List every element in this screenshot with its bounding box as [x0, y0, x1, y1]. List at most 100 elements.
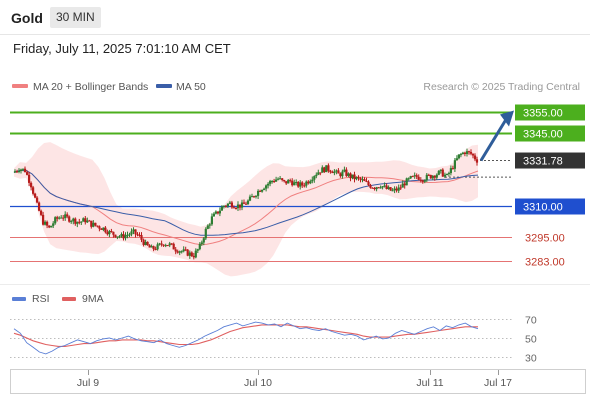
- candle-body: [182, 249, 185, 252]
- candle-body: [240, 202, 244, 208]
- candle-body: [17, 171, 21, 172]
- timeframe-badge[interactable]: 30 MIN: [50, 7, 101, 28]
- rsi-line: [13, 321, 479, 355]
- datetime-label: Friday, July 11, 2025 7:01:10 AM CET: [13, 41, 231, 56]
- candle-body: [271, 181, 274, 182]
- candle-body: [32, 187, 35, 194]
- candle-body: [160, 243, 163, 245]
- bollinger-band-area: [14, 142, 478, 277]
- candle-body: [42, 214, 45, 225]
- candle-body: [130, 231, 133, 235]
- candle-body: [433, 175, 436, 178]
- candle-body: [425, 174, 428, 181]
- candle-body: [138, 234, 141, 236]
- candle-body: [190, 252, 193, 256]
- candle-body: [176, 251, 179, 253]
- candle-body: [321, 167, 324, 173]
- candle-body: [359, 178, 362, 180]
- candle-body: [263, 188, 266, 190]
- candle-body: [96, 225, 99, 227]
- candle-body: [34, 193, 37, 198]
- candle-body: [150, 246, 153, 248]
- candle-body: [146, 241, 149, 246]
- rsi-legend: RSI 9MA: [12, 293, 104, 305]
- candle-body: [188, 252, 191, 256]
- projection-arrow-head: [500, 110, 514, 127]
- candle-body: [391, 190, 394, 192]
- candle-body: [114, 234, 117, 238]
- candle-body: [275, 179, 278, 182]
- candle-body: [140, 235, 143, 240]
- candle-body: [132, 229, 135, 232]
- candle-body: [319, 172, 322, 174]
- moving-averages: [13, 169, 479, 246]
- candle-body: [174, 249, 177, 252]
- candle-body: [104, 227, 107, 233]
- candle-body: [307, 181, 310, 184]
- support-1-label: 3295.00: [525, 233, 565, 245]
- candle-body: [327, 165, 330, 171]
- candle-body: [180, 251, 183, 253]
- x-tick-label: Jul 10: [244, 377, 272, 389]
- candle-body: [200, 242, 203, 245]
- candle-body: [186, 249, 189, 256]
- candle-body: [23, 168, 27, 172]
- candle-body: [375, 187, 378, 190]
- rsi-legend-swatch: [12, 297, 26, 301]
- projection-arrow: [479, 110, 514, 162]
- candle-body: [273, 181, 276, 182]
- candle-body: [329, 170, 332, 173]
- last-price-label: 3331.78: [523, 156, 563, 168]
- candle-body: [122, 234, 125, 239]
- x-tick-label: Jul 17: [484, 377, 512, 389]
- candle-body: [230, 202, 233, 208]
- rsi-legend-label: RSI: [32, 293, 50, 305]
- candle-body: [337, 170, 340, 174]
- candle-body: [461, 152, 464, 154]
- candle-body: [395, 188, 398, 191]
- candle-body: [156, 244, 159, 250]
- candle-body: [254, 195, 258, 197]
- candle-body: [291, 180, 294, 186]
- resistance-1-label: 3345.00: [523, 129, 563, 141]
- candle-body: [248, 196, 252, 201]
- candle-body: [196, 249, 199, 251]
- candle-body: [367, 181, 370, 186]
- candle-body: [297, 182, 300, 187]
- candle-body: [90, 220, 93, 227]
- projection-arrow-shaft: [479, 118, 508, 162]
- candle-body: [228, 202, 231, 204]
- candle-body: [80, 221, 83, 223]
- candle-body: [313, 176, 316, 180]
- candle-body: [62, 217, 65, 219]
- candle-body: [48, 225, 51, 228]
- candle-body: [305, 181, 308, 186]
- candle-body: [134, 229, 137, 235]
- candle-body: [72, 218, 75, 222]
- candle-body: [212, 213, 215, 217]
- pivot-tag: [515, 198, 585, 215]
- candle-body: [295, 182, 298, 183]
- candle-body: [283, 180, 286, 182]
- candle-body: [68, 216, 71, 222]
- candle-body: [287, 180, 290, 184]
- candle-body: [168, 243, 171, 246]
- candle-body: [56, 217, 59, 219]
- candle-body: [467, 151, 471, 153]
- candle-body: [52, 223, 55, 226]
- candle-body: [399, 187, 402, 189]
- candle-body: [431, 175, 434, 179]
- candle-body: [363, 179, 366, 181]
- candle-body: [409, 176, 412, 179]
- candle-body: [21, 168, 25, 170]
- candle-body: [15, 171, 19, 173]
- candle-body: [415, 175, 418, 177]
- candle-body: [26, 172, 29, 175]
- candle-body: [108, 231, 111, 235]
- candle-body: [383, 185, 386, 187]
- candle-body: [70, 221, 73, 223]
- candle-body: [259, 190, 262, 192]
- candle-body: [234, 208, 238, 209]
- rsi-panel: 70 50 30: [10, 315, 537, 365]
